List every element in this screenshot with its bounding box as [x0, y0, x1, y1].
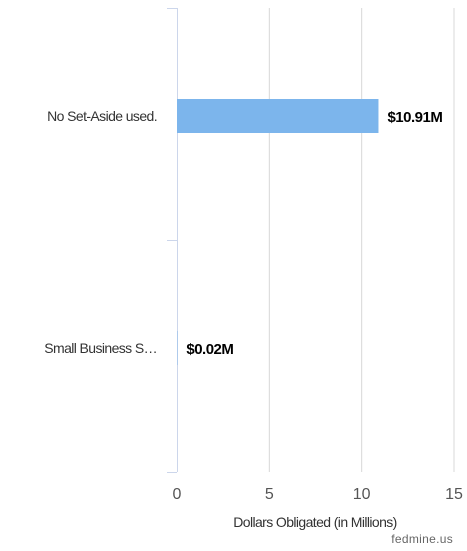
credit-text: fedmine.us: [391, 532, 453, 546]
category-axis: [167, 8, 178, 473]
x-axis-title: Dollars Obligated (in Millions): [233, 514, 396, 530]
x-tick-label-5: 5: [265, 486, 274, 503]
x-tick-label-0: 0: [173, 486, 182, 503]
category-label-1: Small Business S…: [44, 340, 157, 356]
data-label-1: $0.02M: [186, 341, 233, 358]
gridlines: [269, 8, 454, 472]
category-label-0: No Set-Aside used.: [47, 108, 157, 124]
labels: 0 5 10 15 No Set-Aside used. $10.91M Small Bus…: [44, 108, 463, 503]
bars: [177, 99, 378, 365]
bar-0: [177, 99, 378, 133]
x-tick-label-10: 10: [353, 486, 371, 503]
x-tick-label-15: 15: [445, 486, 463, 503]
data-label-0: $10.91M: [387, 109, 442, 126]
